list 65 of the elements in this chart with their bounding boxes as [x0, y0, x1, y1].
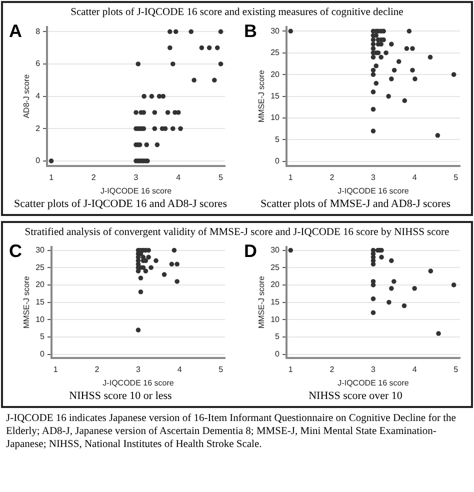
y-tick-label: 15: [270, 298, 280, 307]
y-tick-label: 5: [275, 134, 280, 144]
y-tick-label: 4: [36, 92, 41, 101]
y-tick-label: 20: [270, 280, 280, 290]
x-tick-label: 2: [91, 172, 96, 182]
y-tick-label: 10: [270, 314, 280, 324]
y-axis-title: MMSE-J score: [257, 70, 266, 123]
x-tick-label: 4: [412, 364, 418, 374]
x-tick-label: 1: [288, 172, 294, 182]
x-axis-title: J-IQCODE 16 score: [338, 186, 410, 196]
x-tick-label: 5: [218, 364, 224, 374]
text: NIHSS score over 10: [308, 389, 404, 403]
y-tick-label: 8: [36, 26, 41, 36]
y-tick-label: 20: [36, 280, 46, 290]
y-tick-label: 10: [270, 113, 280, 122]
x-tick-label: 3: [371, 172, 376, 182]
y-tick-label: 15: [36, 298, 46, 307]
y-tick-label: 0: [36, 156, 41, 166]
text: B: [244, 21, 257, 41]
text: Scatter plots of MMSE-J and AD8-J scores: [259, 197, 452, 211]
y-tick-label: 5: [275, 332, 280, 342]
x-tick-label: 1: [49, 172, 54, 182]
y-axis-title: MMSE-J score: [257, 276, 266, 329]
y-tick-label: 0: [40, 350, 46, 359]
y-tick-label: 30: [270, 245, 280, 254]
y-tick-label: 30: [36, 245, 46, 254]
y-tick-label: 0: [275, 350, 280, 359]
x-tick-label: 1: [53, 364, 58, 374]
x-tick-label: 4: [176, 172, 182, 182]
x-axis-title: J-IQCODE 16 score: [102, 378, 174, 388]
text: D: [244, 241, 257, 261]
text: Scatter plots of J-IQCODE 16 and AD8-J scores: [13, 197, 228, 211]
x-axis-title: J-IQCODE 16 score: [338, 378, 410, 388]
x-tick-label: 4: [177, 364, 182, 374]
text: A: [9, 21, 22, 41]
chart-title: Stratified analysis of convergent validity of MMSE-J score and J-IQCODE 16 score by NIHSS score: [24, 226, 450, 239]
x-tick-label: 3: [134, 172, 139, 182]
x-tick-label: 2: [330, 364, 335, 374]
y-tick-label: 30: [270, 26, 280, 36]
chart-title: Scatter plots of J-IQCODE 16 score and existing measures of cognitive decline: [70, 6, 404, 19]
y-tick-label: 20: [270, 70, 280, 79]
x-tick-label: 2: [94, 364, 100, 374]
y-tick-label: 5: [40, 332, 46, 342]
y-tick-label: 10: [36, 314, 46, 324]
x-tick-label: 1: [288, 364, 294, 374]
x-tick-label: 3: [136, 364, 142, 374]
x-tick-label: 4: [412, 172, 418, 182]
y-tick-label: 25: [270, 48, 280, 58]
text: C: [9, 241, 22, 261]
y-tick-label: 2: [36, 124, 41, 133]
text: J-IQCODE 16 indicates Japanese version of 16-Item Informant Questionnaire on Cognitive Decline for the Elderly; AD8-J, Japanese version of Ascertain Dementia 8; MMSE-J, Mini Mental State Examination-Japanese; NIHSS, National Institutes of Health Stroke Scale.: [5, 412, 457, 452]
y-tick-label: 0: [275, 156, 280, 166]
y-tick-label: 25: [270, 262, 280, 272]
y-tick-label: 25: [36, 262, 46, 272]
y-axis-title: MMSE-J score: [22, 276, 32, 329]
x-tick-label: 3: [371, 364, 376, 374]
x-tick-label: 5: [454, 172, 459, 182]
x-axis-title: J-IQCODE 16 score: [100, 186, 172, 196]
x-tick-label: 5: [454, 364, 459, 374]
x-tick-label: 5: [218, 172, 224, 182]
y-tick-label: 15: [270, 92, 280, 101]
x-tick-label: 2: [330, 172, 335, 182]
y-tick-label: 6: [36, 59, 41, 68]
y-axis-title: AD8-J score: [22, 74, 32, 118]
text: NIHSS score 10 or less: [68, 389, 173, 403]
